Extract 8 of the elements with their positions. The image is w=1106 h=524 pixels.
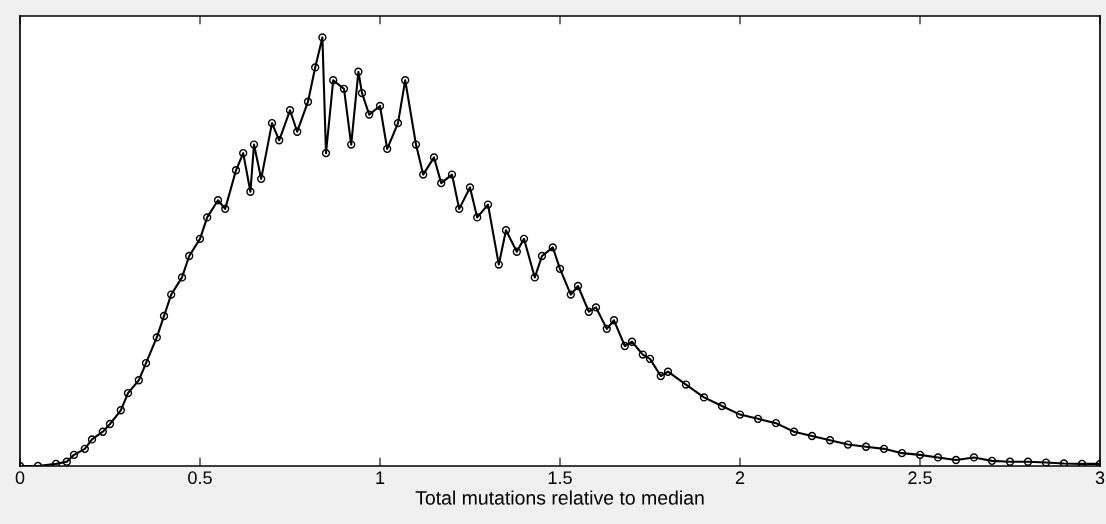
x-tick-label: 1 [376, 471, 385, 484]
x-tick-label: 1.5 [548, 471, 572, 485]
x-tick-label: 2.5 [908, 471, 932, 485]
x-tick-label: 0.5 [188, 471, 212, 485]
x-tick-label: 0 [15, 471, 25, 485]
x-tick-label: 2 [735, 471, 745, 484]
x-axis-title: Total mutations relative to median [415, 490, 704, 505]
x-tick-label: 3 [1095, 471, 1105, 485]
